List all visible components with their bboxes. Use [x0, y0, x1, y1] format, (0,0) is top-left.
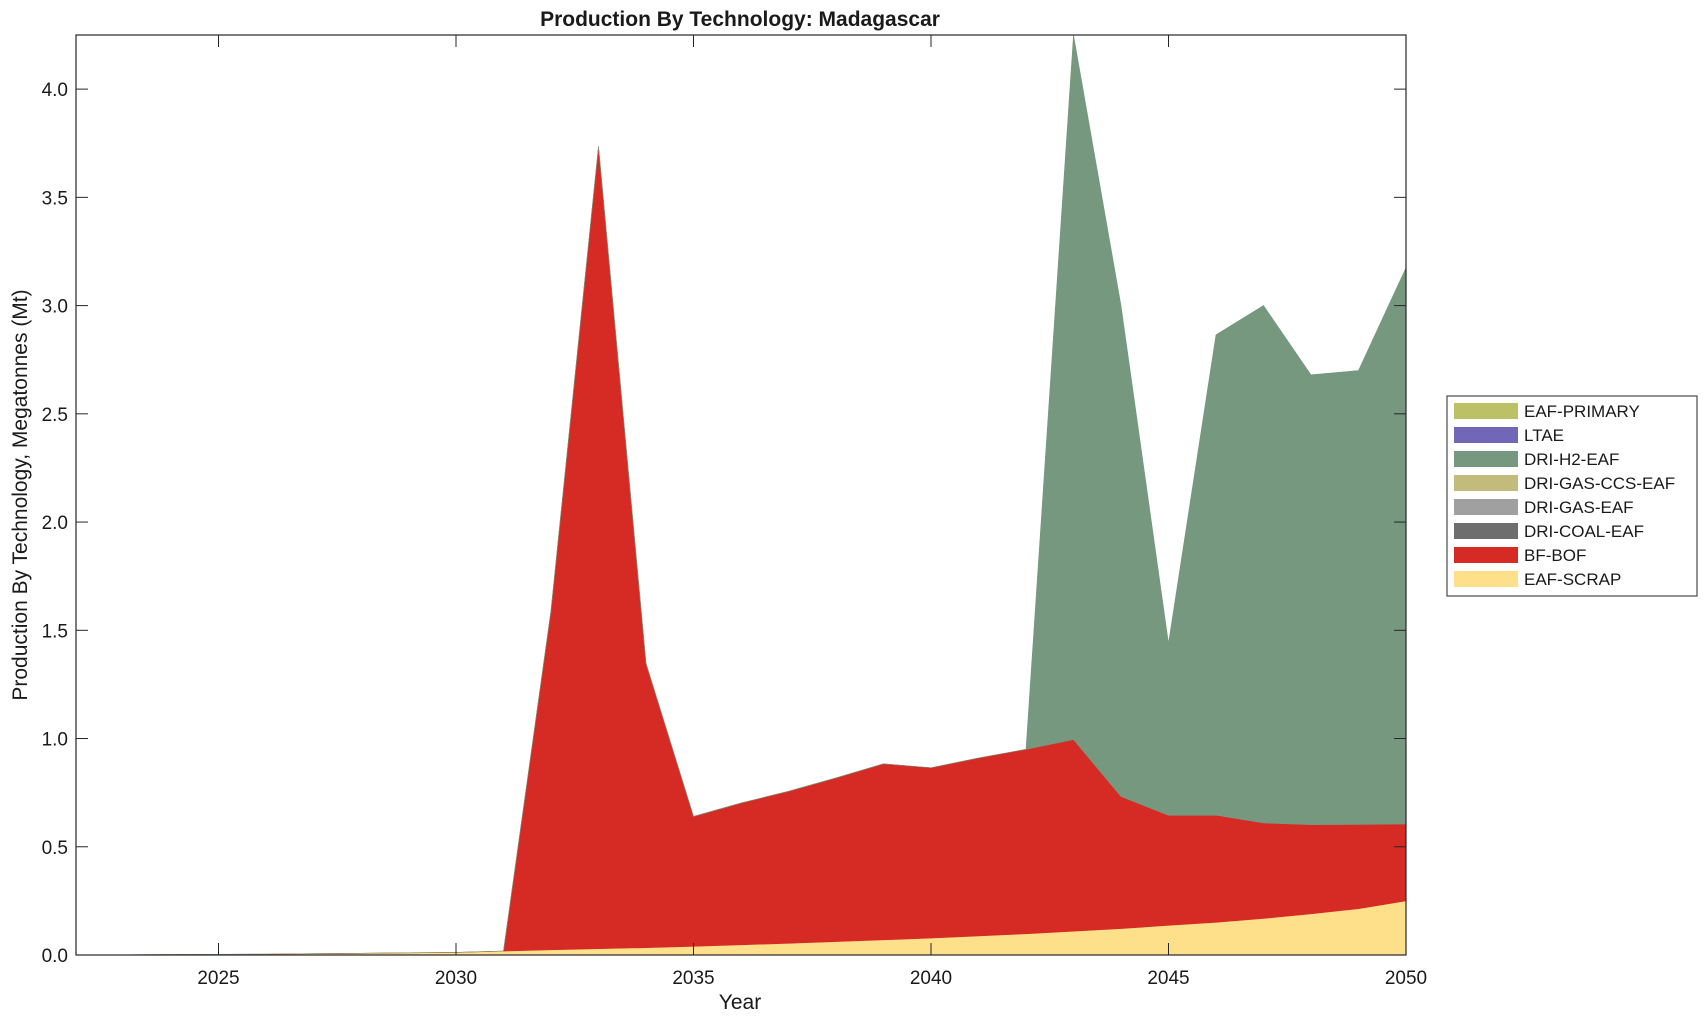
y-tick-label: 0.0	[42, 946, 68, 967]
legend-swatch-eaf-primary	[1454, 403, 1518, 419]
legend-label-ltae: LTAE	[1524, 426, 1564, 445]
x-tick-label: 2045	[1147, 968, 1189, 989]
x-axis: 2025 2030 2035 2040 2045 2050	[197, 35, 1427, 989]
legend-box	[1446, 395, 1698, 597]
x-axis-label: Year	[719, 991, 761, 1014]
x-tick-label: 2030	[435, 968, 477, 989]
y-axis-label: Production By Technology, Megatonnes (Mt…	[9, 289, 32, 700]
x-tick-label: 2040	[910, 968, 952, 989]
legend-swatch-eaf-scrap	[1454, 571, 1518, 587]
y-tick-label: 1.5	[42, 621, 68, 642]
plot-areas	[75, 34, 1407, 956]
legend-label-bf-bof: BF-BOF	[1524, 546, 1586, 565]
legend-swatch-dri-gas-eaf	[1454, 499, 1518, 515]
y-axis: 0.0 0.5 1.0 1.5 2.0 2.5 3.0 3.5 4.0	[42, 80, 1406, 967]
legend-swatch-ltae	[1454, 427, 1518, 443]
chart-title: Production By Technology: Madagascar	[540, 8, 940, 31]
x-tick-label: 2025	[197, 968, 239, 989]
y-tick-label: 2.5	[42, 405, 68, 426]
plot-frame	[75, 34, 1407, 956]
y-tick-label: 3.0	[42, 297, 68, 318]
legend-swatch-dri-h2-eaf	[1454, 451, 1518, 467]
legend-label-dri-h2-eaf: DRI-H2-EAF	[1524, 450, 1619, 469]
x-tick-label: 2035	[672, 968, 714, 989]
legend-swatch-dri-gas-ccs-eaf	[1454, 475, 1518, 491]
y-tick-label: 1.0	[42, 730, 68, 751]
legend-swatch-bf-bof	[1454, 547, 1518, 563]
y-tick-label: 3.5	[42, 188, 68, 209]
legend-label-dri-coal-eaf: DRI-COAL-EAF	[1524, 522, 1644, 541]
legend: EAF-PRIMARY LTAE DRI-H2-EAF DRI-GAS-CCS-EAF…	[1446, 395, 1698, 597]
y-tick-label: 4.0	[42, 80, 68, 101]
legend-swatch-dri-coal-eaf	[1454, 523, 1518, 539]
y-tick-label: 0.5	[42, 838, 68, 859]
legend-label-dri-gas-eaf: DRI-GAS-EAF	[1524, 498, 1634, 517]
y-tick-label: 2.0	[42, 513, 68, 534]
x-tick-label: 2050	[1385, 968, 1427, 989]
legend-label-eaf-scrap: EAF-SCRAP	[1524, 570, 1621, 589]
legend-label-eaf-primary: EAF-PRIMARY	[1524, 402, 1640, 421]
legend-label-dri-gas-ccs-eaf: DRI-GAS-CCS-EAF	[1524, 474, 1675, 493]
